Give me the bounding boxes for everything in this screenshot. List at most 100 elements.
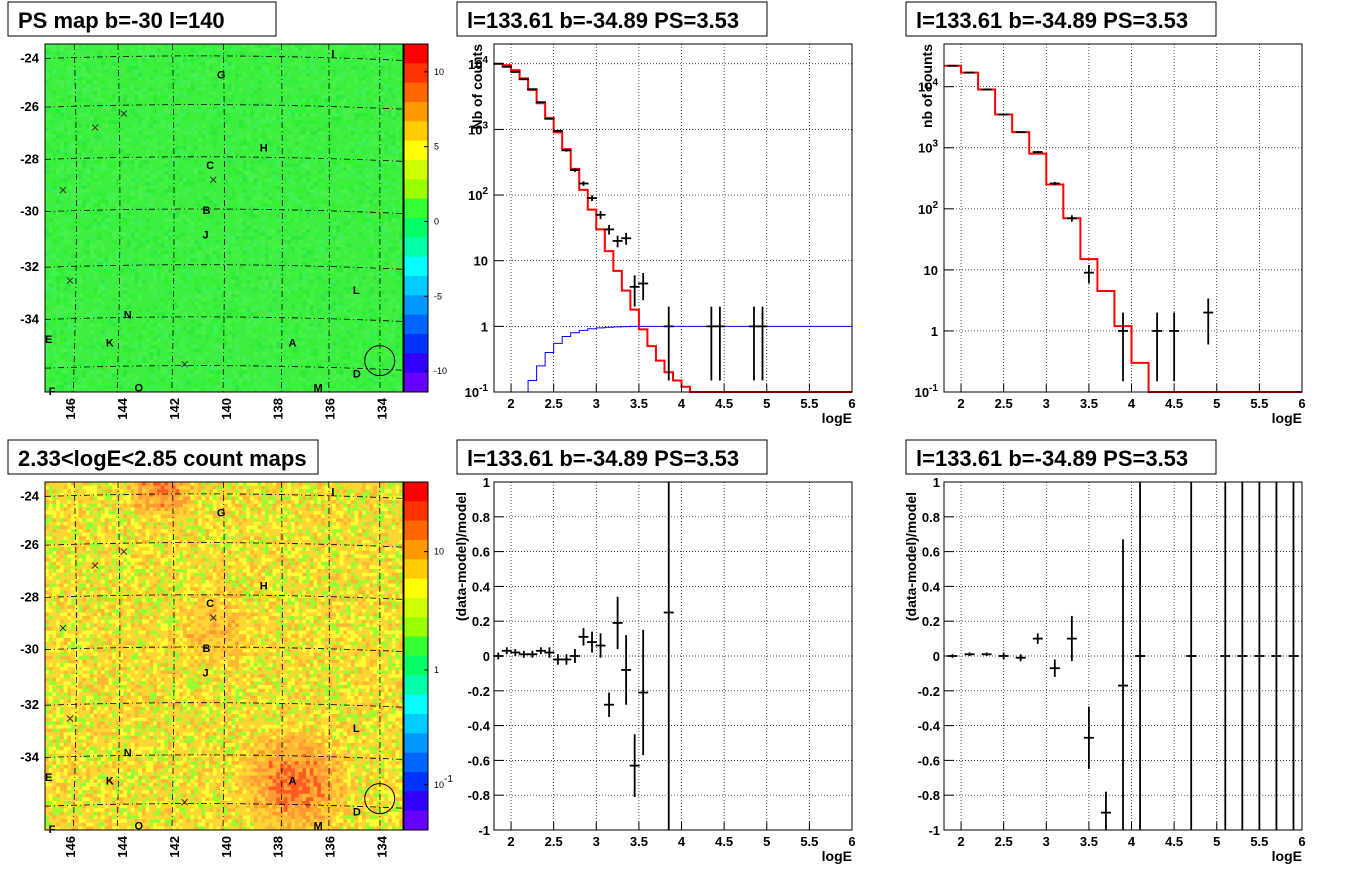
plot-area <box>494 44 852 392</box>
excluded-source-marker <box>66 715 74 722</box>
x-tick-label: 134 <box>375 397 390 419</box>
colorbar-swatch <box>404 636 428 657</box>
colorbar-swatch <box>404 314 428 335</box>
source-label-L: L <box>353 285 360 297</box>
x-tick-label: 6 <box>848 834 855 849</box>
heatmap-panel-3: I G H C BJ L N K E A D F O M -24 -26 -28 -30 -32 -34 146 144 1… <box>20 481 453 858</box>
meridian-line <box>72 43 77 393</box>
colorbar-swatch <box>404 520 428 541</box>
excluded-source-marker <box>209 614 217 622</box>
colorbar-swatch <box>404 714 428 734</box>
exposure-histogram <box>494 325 852 393</box>
meridian-line <box>222 43 226 393</box>
source-label-O: O <box>135 383 144 395</box>
x-tick-label: 5 <box>763 834 770 849</box>
meridian-line <box>280 481 283 831</box>
x-tick-label: 3 <box>593 834 600 849</box>
y-tick-label: 10 <box>474 254 488 269</box>
residual-panel-5: 2 2.5 3 3.5 4 4.5 5 5.5 6 1 0.8 0.6 0.4 0.2 0 -0.2 -0.4 -… <box>903 475 1306 864</box>
x-tick-label: 6 <box>1298 834 1305 849</box>
excluded-source-marker <box>91 562 99 569</box>
y-tick-label: -28 <box>20 151 39 166</box>
y-tick-label: -34 <box>20 749 40 764</box>
colorbar-frame <box>403 43 429 393</box>
x-tick-label: 5 <box>1213 396 1220 411</box>
colorbar-swatch <box>404 372 428 393</box>
colorbar: 10 1 10-1 <box>403 481 453 831</box>
colorbar-swatch <box>404 694 428 715</box>
source-label-E: E <box>45 772 52 784</box>
meridian-line <box>116 481 121 831</box>
source-label-H: H <box>260 580 268 592</box>
x-tick-label: 144 <box>115 835 130 857</box>
x-tick-label: 6 <box>1298 396 1305 411</box>
colorbar-swatch <box>404 810 428 831</box>
x-tick-label: 140 <box>219 836 234 858</box>
panel-title: 2.33<logE<2.85 count maps <box>18 446 307 471</box>
source-label-A: A <box>288 337 296 349</box>
x-tick-label: 142 <box>167 398 182 420</box>
y-tick-label: 1 <box>483 475 490 490</box>
source-label-M: M <box>314 821 323 833</box>
panel-title: l=133.61 b=-34.89 PS=3.53 <box>916 8 1188 33</box>
colorbar: 10 5 0 -5 -10 <box>403 43 447 393</box>
source-label-E: E <box>45 334 52 346</box>
x-tick-label: 3 <box>1043 834 1050 849</box>
spectrum-panel-2: 2 2.5 3 3.5 4 4.5 5 5.5 610410310210110-1logEnb … <box>915 43 1306 426</box>
x-axis-label: logE <box>1272 410 1302 426</box>
excluded-source-marker <box>120 110 128 117</box>
panel-title: PS map b=-30 l=140 <box>18 8 225 33</box>
y-tick-label: 0 <box>483 649 490 664</box>
y-axis-label: nb of counts <box>919 44 935 128</box>
source-label-G: G <box>217 507 226 519</box>
colorbar-swatch <box>404 295 428 316</box>
y-tick-label: 103 <box>918 139 938 156</box>
source-label-K: K <box>106 337 114 349</box>
source-label-F: F <box>49 824 56 836</box>
x-axis-label: logE <box>822 848 852 864</box>
y-tick-label: -32 <box>20 259 39 274</box>
y-tick-label: -0.2 <box>468 684 490 699</box>
x-tick-label: 2 <box>507 834 514 849</box>
x-tick-label: 4 <box>678 834 686 849</box>
colorbar-swatch <box>404 501 428 522</box>
y-tick-label: -26 <box>20 537 39 552</box>
colorbar-swatch <box>404 656 428 676</box>
colorbar-swatch <box>404 482 428 502</box>
source-label-I: I <box>331 486 334 498</box>
panel-title: l=133.61 b=-34.89 PS=3.53 <box>916 446 1188 471</box>
colorbar-swatch <box>404 791 428 812</box>
source-label-D: D <box>353 369 361 381</box>
colorbar-swatch <box>404 179 428 200</box>
excluded-source-marker <box>59 624 67 632</box>
y-tick-label: -32 <box>20 697 39 712</box>
y-axis-label: (data-model)/model <box>453 492 469 621</box>
y-tick-label: -0.4 <box>918 719 941 734</box>
x-tick-label: 5.5 <box>800 834 818 849</box>
x-tick-label: 4 <box>1128 834 1136 849</box>
plot-frame <box>943 43 1303 393</box>
y-tick-label: -30 <box>20 642 39 657</box>
x-tick-label: 144 <box>115 397 130 419</box>
colorbar-swatch <box>404 752 428 773</box>
y-tick-label: 0.6 <box>472 545 490 560</box>
colorbar-swatch <box>404 140 428 161</box>
x-tick-label: 2 <box>507 396 514 411</box>
colorbar-swatch <box>404 44 428 64</box>
region-circle <box>364 783 396 815</box>
meridian-line <box>116 43 121 393</box>
x-tick-label: 3.5 <box>630 396 648 411</box>
y-tick-label: 10-1 <box>915 383 939 400</box>
colorbar-swatch <box>404 675 428 696</box>
excluded-source-marker <box>181 360 188 368</box>
y-tick-label: -0.8 <box>468 788 490 803</box>
colorbar-tick-label: 5 <box>434 142 439 152</box>
y-tick-label: 0 <box>933 649 940 664</box>
x-tick-label: 3 <box>593 396 600 411</box>
panel-title-box <box>7 1 277 37</box>
excluded-source-marker <box>66 277 74 284</box>
x-tick-label: 2 <box>957 834 964 849</box>
x-tick-label: 2.5 <box>545 396 563 411</box>
y-tick-label: -1 <box>928 823 940 838</box>
plot-frame <box>493 43 853 393</box>
